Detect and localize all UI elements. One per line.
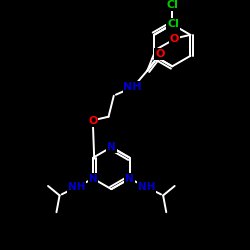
Text: Cl: Cl bbox=[166, 0, 178, 10]
Text: N: N bbox=[125, 174, 134, 184]
Text: O: O bbox=[170, 34, 179, 44]
Text: NH: NH bbox=[124, 82, 142, 92]
Text: Cl: Cl bbox=[167, 19, 179, 29]
Text: NH: NH bbox=[138, 182, 155, 192]
Text: O: O bbox=[155, 49, 165, 59]
Text: O: O bbox=[88, 116, 98, 126]
Text: N: N bbox=[89, 174, 98, 184]
Text: N: N bbox=[107, 142, 116, 152]
Text: NH: NH bbox=[68, 182, 85, 192]
